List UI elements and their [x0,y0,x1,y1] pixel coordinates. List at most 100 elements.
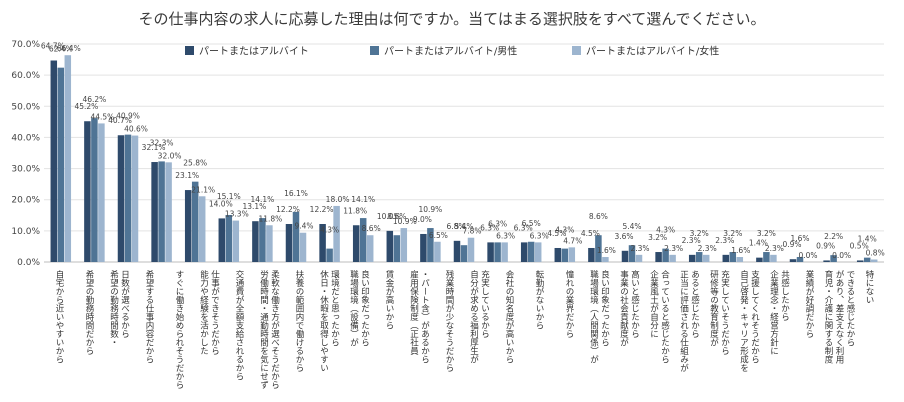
data-label: 6.3% [530,231,549,240]
category-label: 良い印象だったから [360,269,370,346]
bar [635,254,643,262]
bar [151,162,158,262]
data-label: 3.2% [723,229,742,238]
data-label: 6.3% [514,223,533,232]
data-label: 23.1% [175,171,199,180]
bar [702,254,710,262]
data-label: 3.6% [614,232,633,241]
bar [770,254,777,262]
category-label: 扶養の範囲内で働けるから [294,269,304,372]
bar [830,255,837,262]
data-label: 2.3% [715,236,734,245]
bar [434,241,441,262]
data-label: 8.6% [362,224,381,233]
bar [870,259,878,262]
data-label: 10.0% [377,212,401,221]
data-label: 18.0% [326,195,350,204]
category-label: 職場環境（人間関係）が [589,270,599,364]
bar [722,254,730,262]
bar [50,60,58,263]
data-label: 0.9% [816,241,835,250]
y-tick-label: 30.0% [11,165,40,175]
bar [856,260,864,262]
legend-label: パートまたはアルバイト [199,46,309,58]
bar [655,252,662,262]
data-label: 62.4% [49,45,73,54]
data-label: 2.3% [698,244,717,253]
bar [352,225,360,262]
category-label: 憧れの業界だから [564,269,574,338]
data-label: 13.3% [225,210,249,219]
data-label: 15.1% [217,192,241,201]
data-label: 3.2% [690,229,709,238]
y-tick-label: 40.0% [11,133,40,143]
data-label: 2.3% [682,236,701,245]
category-label: 賃金が高いから [384,269,394,329]
category-label: 充実していそうだから [720,269,730,355]
data-label: 0.8% [866,249,885,258]
bar [366,235,374,262]
bar [527,241,535,262]
y-tick-label: 10.0% [11,227,40,237]
data-label: 2.3% [630,244,649,253]
data-label: 32.3% [150,138,174,147]
bar [184,190,192,262]
data-label: 2.3% [664,244,683,253]
bar [823,260,830,262]
bar [225,214,233,262]
category-label: 良い印象だったから [600,269,610,346]
bar [131,135,139,262]
data-label: 5.4% [454,222,473,231]
category-label: できると感じたから [845,270,855,347]
data-label: 14.0% [209,199,233,208]
category-label: 充実しているから [480,269,490,338]
data-label: 8.6% [387,212,406,221]
bar [252,221,259,262]
legend-swatch [370,46,379,55]
bar [299,232,307,262]
bar [554,247,562,262]
legend-label: パートまたはアルバイト/女性 [586,45,719,58]
data-label: 45.2% [74,102,98,111]
bar [695,252,703,262]
category-label: 事業の社会貢献度が [619,269,629,346]
category-label: 支援してくれそうだから [750,269,760,363]
data-label: 12.2% [310,205,334,214]
data-label: 10.9% [418,205,442,214]
bar [393,235,401,262]
data-label: 66.4% [57,44,81,53]
bar [117,135,125,262]
data-label: 5.4% [622,222,641,231]
data-label: 1.4% [858,235,877,244]
data-label: 6.5% [429,231,448,240]
data-label: 4.5% [581,229,600,238]
data-label: 0.0% [798,251,817,260]
data-label: 1.6% [731,246,750,255]
bar [158,161,165,262]
data-label: 1.4% [749,239,768,248]
data-label: 13.1% [242,202,266,211]
bar [198,196,206,262]
bar [165,162,172,262]
data-label: 2.2% [824,232,843,241]
bar [863,257,871,262]
data-label: 2.3% [765,244,784,253]
bar [427,228,434,262]
data-label: 12.2% [276,205,300,214]
chart-title: その仕事内容の求人に応募した理由は何ですか。当てはまる選択肢をすべて選んでくださ… [138,10,766,28]
data-label: 9.0% [413,215,432,224]
category-label: 共感したから [780,270,790,321]
legend-swatch [185,46,194,55]
bar [621,250,629,262]
bar [326,248,333,262]
data-label: 40.6% [124,125,148,134]
category-label: 会社の知名度が高いから [504,269,514,363]
bar [232,220,240,262]
data-label: 40.7% [108,116,132,125]
data-label: 7.8% [462,227,481,236]
category-label: 残業時間が少なそうだから [444,269,454,372]
bar [218,218,226,262]
bar [91,118,98,263]
data-label: 21.1% [191,185,215,194]
